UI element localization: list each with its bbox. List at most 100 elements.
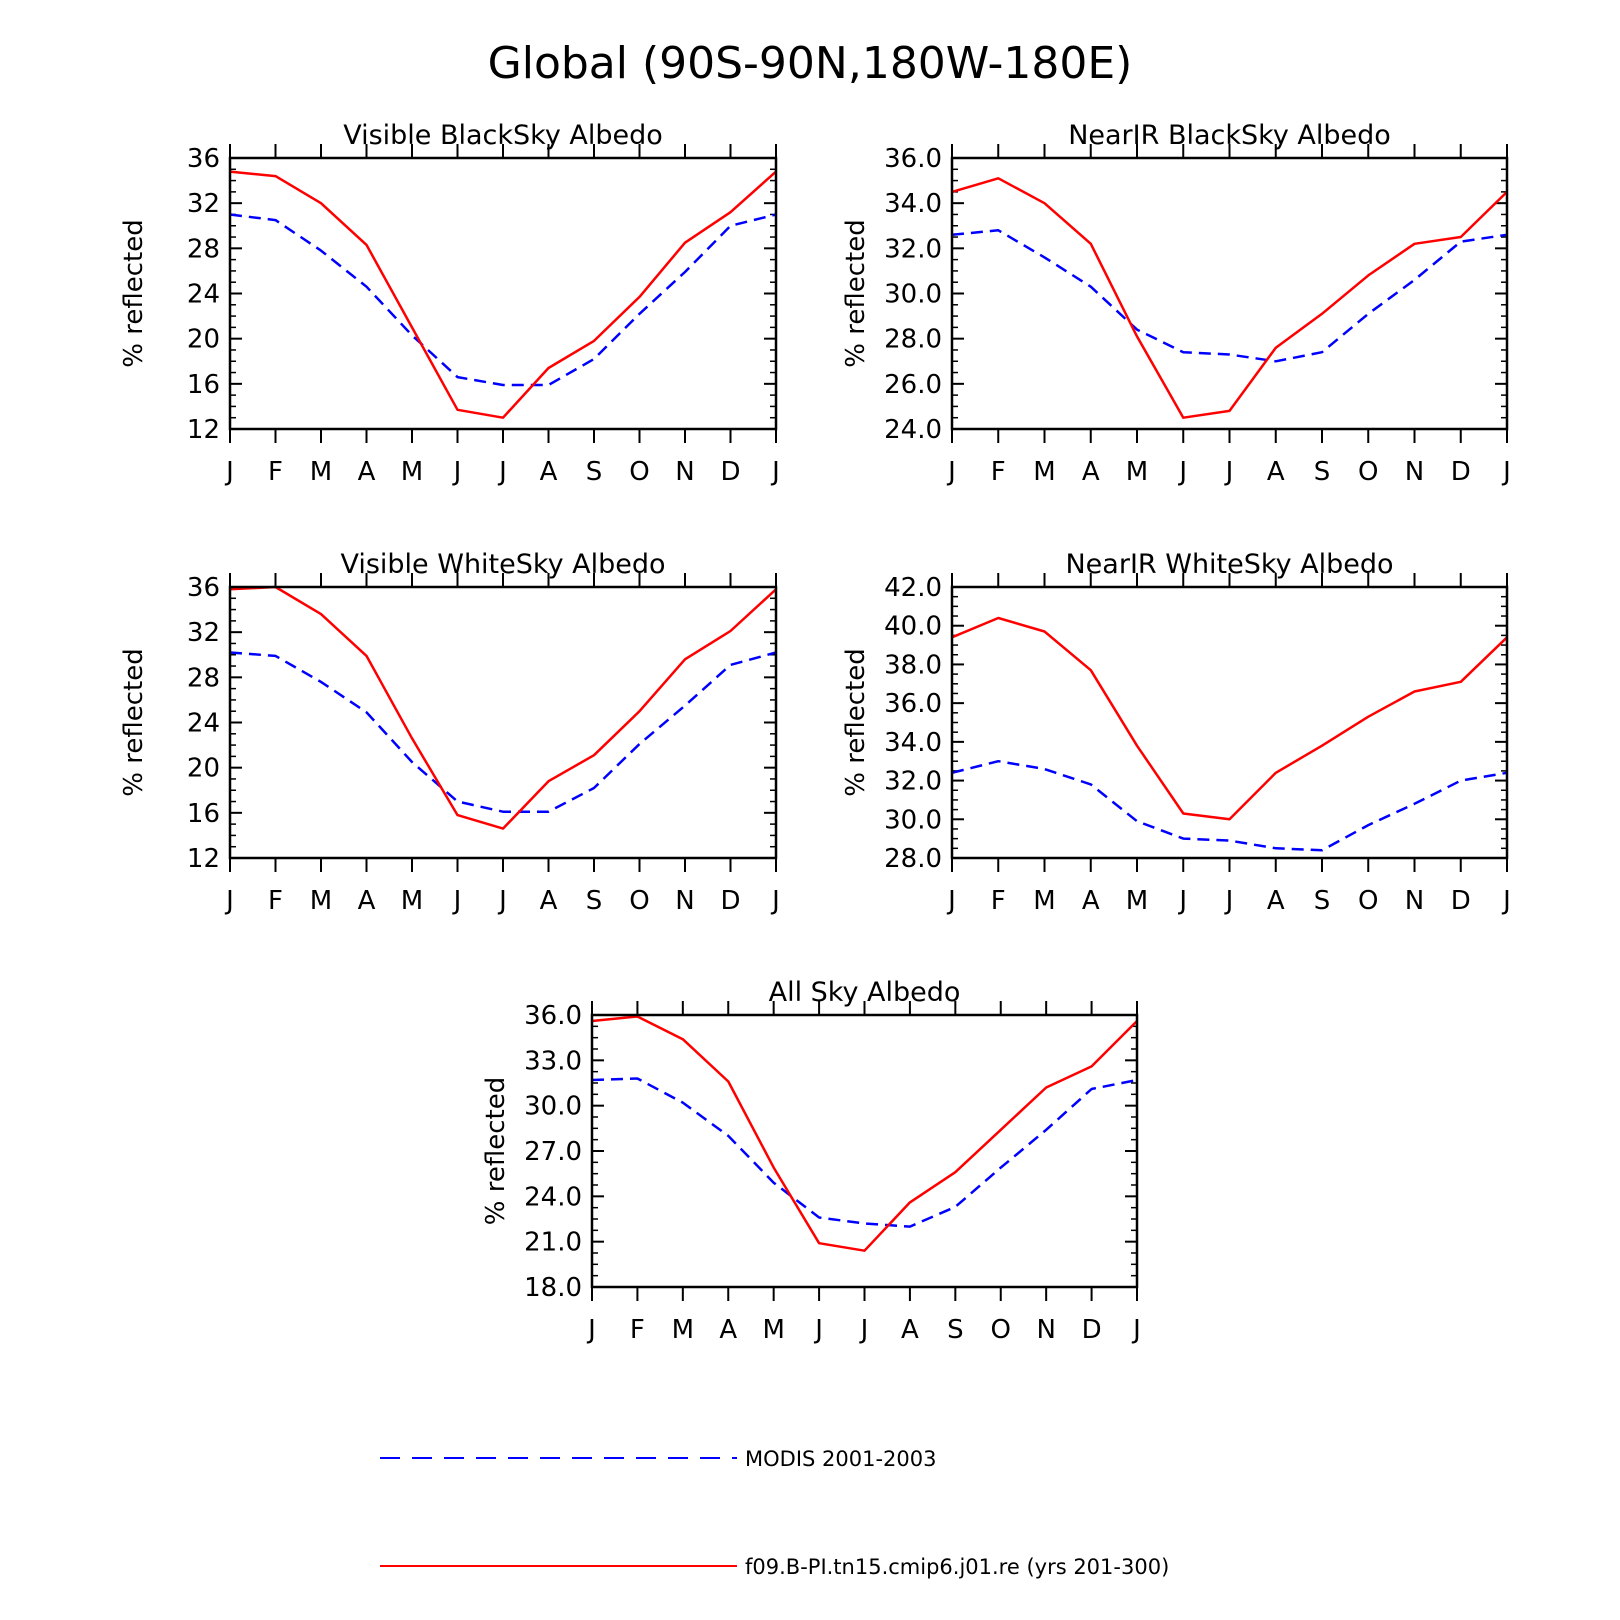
x-tick-label: S [1314,886,1331,916]
y-tick-label: 30.0 [884,805,942,835]
x-tick-label: A [1082,457,1100,487]
y-tick-label: 21.0 [524,1228,582,1258]
chart-panel-all-sky-albedo: All Sky Albedo% reflected18.021.024.027.… [481,977,1141,1345]
legend-label-modis: MODIS 2001-2003 [745,1447,936,1471]
x-tick-label: J [224,886,234,916]
x-tick-label: S [586,886,603,916]
x-tick-label: J [1224,886,1234,916]
x-tick-label: D [1451,457,1471,487]
y-tick-label: 36.0 [884,689,942,719]
y-tick-label: 38.0 [884,650,942,680]
y-tick-label: 16 [187,370,220,400]
x-tick-label: N [1405,886,1424,916]
x-tick-label: O [991,1315,1011,1345]
y-tick-label: 40.0 [884,612,942,642]
y-tick-label: 28.0 [884,325,942,355]
y-tick-label: 30.0 [884,280,942,310]
y-tick-label: 32 [187,618,220,648]
series-line-modis-2001-2003 [229,213,777,387]
x-tick-label: D [1451,886,1471,916]
y-tick-label: 28.0 [884,844,942,874]
legend-label-model: f09.B-PI.tn15.cmip6.j01.re (yrs 201-300) [745,1555,1169,1579]
y-tick-label: 24 [187,709,220,739]
y-tick-label: 32.0 [884,234,942,264]
x-tick-label: M [1033,886,1055,916]
x-tick-label: A [540,457,558,487]
series-line-f09-b-pi-tn15-cmip6-j01-re-yrs-201-300 [591,1015,1138,1252]
series-line-modis-2001-2003 [591,1077,1138,1228]
x-tick-label: F [991,457,1006,487]
chart-panel-visible-whitesky-albedo: Visible WhiteSky Albedo% reflected121620… [119,549,780,916]
x-tick-label: A [1267,886,1285,916]
y-tick-label: 24.0 [524,1182,582,1212]
plot-frame [228,585,778,860]
x-tick-label: A [719,1315,737,1345]
x-tick-label: N [675,457,694,487]
x-tick-label: A [1267,457,1285,487]
x-tick-label: A [901,1315,919,1345]
legend: MODIS 2001-2003 f09.B-PI.tn15.cmip6.j01.… [380,1447,1169,1579]
y-tick-label: 26.0 [884,370,942,400]
y-tick-label: 32 [187,189,220,219]
x-tick-label: J [813,1315,823,1345]
y-tick-label: 42.0 [884,573,942,603]
plot-frame [590,1013,1139,1289]
y-tick-label: 34.0 [884,728,942,758]
series-line-modis-2001-2003 [229,651,777,813]
y-tick-label: 36.0 [524,1001,582,1031]
y-tick-label: 16 [187,799,220,829]
x-tick-label: N [675,886,694,916]
y-tick-label: 24.0 [884,415,942,445]
x-tick-label: O [629,457,649,487]
x-tick-label: J [497,886,507,916]
series-line-f09-b-pi-tn15-cmip6-j01-re-yrs-201-300 [951,616,1508,821]
x-tick-label: J [1501,886,1511,916]
y-tick-label: 36.0 [884,144,942,174]
x-tick-label: J [1177,457,1187,487]
y-tick-label: 12 [187,844,220,874]
series-line-f09-b-pi-tn15-cmip6-j01-re-yrs-201-300 [951,177,1508,419]
x-tick-label: M [401,886,423,916]
x-tick-label: O [629,886,649,916]
x-tick-label: M [762,1315,784,1345]
x-tick-label: J [586,1315,596,1345]
y-tick-label: 28 [187,234,220,264]
x-tick-label: J [1224,457,1234,487]
chart-panel-visible-blacksky-albedo: Visible BlackSky Albedo% reflected121620… [119,120,780,487]
y-tick-label: 34.0 [884,189,942,219]
y-tick-label: 33.0 [524,1046,582,1076]
x-tick-label: D [720,886,740,916]
series-line-modis-2001-2003 [951,759,1508,852]
y-tick-label: 36 [187,144,220,174]
y-axis-label: % reflected [119,219,149,367]
y-axis-label: % reflected [481,1077,511,1225]
x-tick-label: O [1358,886,1378,916]
x-tick-label: F [630,1315,645,1345]
x-tick-label: J [946,457,956,487]
plot-frame [228,156,778,431]
x-tick-label: J [452,886,462,916]
plot-frame [950,156,1509,431]
x-tick-label: M [672,1315,694,1345]
x-tick-label: A [358,457,376,487]
x-tick-label: F [991,886,1006,916]
series-line-f09-b-pi-tn15-cmip6-j01-re-yrs-201-300 [229,170,777,419]
figure-title: Global (90S-90N,180W-180E) [488,38,1133,89]
plot-frame [950,585,1509,860]
x-tick-label: J [452,457,462,487]
y-tick-label: 27.0 [524,1137,582,1167]
y-tick-label: 20 [187,325,220,355]
y-tick-label: 20 [187,754,220,784]
x-tick-label: F [268,886,283,916]
y-axis-label: % reflected [841,219,871,367]
y-tick-label: 32.0 [884,767,942,797]
x-tick-label: J [770,457,780,487]
y-axis-label: % reflected [841,648,871,796]
x-tick-label: J [1177,886,1187,916]
y-tick-label: 36 [187,573,220,603]
chart-panel-nearir-whitesky-albedo: NearIR WhiteSky Albedo% reflected28.030.… [841,549,1511,916]
x-tick-label: A [1082,886,1100,916]
x-tick-label: S [1314,457,1331,487]
x-tick-label: J [1131,1315,1141,1345]
